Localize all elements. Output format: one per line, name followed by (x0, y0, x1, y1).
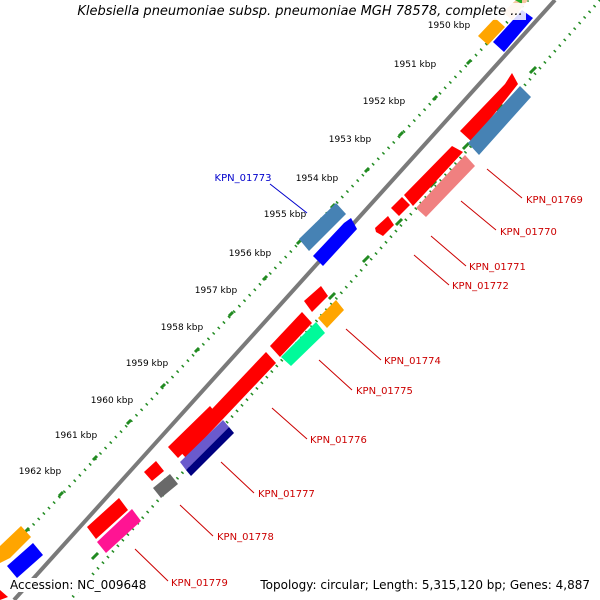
gene-label-kpn-01769[interactable]: KPN_01769 (526, 195, 583, 206)
inner-major-tick (90, 551, 100, 561)
tick-label-1958-kbp: 1958 kbp (161, 323, 204, 333)
cds-1962-orange[interactable] (0, 526, 31, 563)
leader-line-kpn-01775 (318, 359, 353, 391)
gene-label-kpn-01774[interactable]: KPN_01774 (384, 356, 441, 367)
cds-kpn-01779-pink[interactable] (97, 509, 141, 553)
cds-kpn-01771-red[interactable] (391, 197, 410, 216)
outer-tick-track (0, 0, 530, 562)
map-title: Klebsiella pneumoniae subsp. pneumoniae … (0, 3, 600, 20)
leader-line-kpn-01776 (271, 407, 308, 440)
tick-label-1957-kbp: 1957 kbp (195, 286, 238, 296)
gene-label-kpn-01776[interactable]: KPN_01776 (310, 435, 367, 446)
inner-major-tick (361, 254, 371, 264)
cds-kpn-01774-red[interactable] (304, 286, 328, 312)
tick-label-1959-kbp: 1959 kbp (126, 359, 169, 369)
cds-kpn-01775-springgreen[interactable] (281, 322, 325, 366)
topology-summary: Topology: circular; Length: 5,315,120 bp… (258, 578, 592, 592)
tick-label-1960-kbp: 1960 kbp (91, 396, 134, 406)
inner-major-tick (461, 141, 471, 151)
cds-1963-red[interactable] (0, 590, 8, 600)
cds-kpn-01772-red[interactable] (375, 216, 394, 236)
tick-label-1953-kbp: 1953 kbp (329, 135, 372, 145)
cds-1950-blue-top[interactable] (493, 10, 533, 52)
gene-label-kpn-01779[interactable]: KPN_01779 (171, 578, 228, 589)
outer-major-tick (227, 310, 235, 318)
tick-label-1951-kbp: 1951 kbp (394, 60, 437, 70)
accession-label: Accession: NC_009648 (8, 578, 149, 592)
gene-label-kpn-01775[interactable]: KPN_01775 (356, 386, 413, 397)
cds-kpn-01777-slateblue[interactable] (180, 420, 229, 470)
map-title-text: Klebsiella pneumoniae subsp. pneumoniae … (74, 3, 526, 20)
gene-label-kpn-01773[interactable]: KPN_01773 (215, 173, 272, 184)
outer-major-tick (431, 94, 439, 102)
cds-kpn-01777-red-a[interactable] (168, 406, 220, 458)
leader-line-kpn-01771 (430, 235, 467, 267)
outer-major-ticks (23, 58, 473, 534)
outer-major-tick (91, 454, 99, 462)
tick-label-1962-kbp: 1962 kbp (19, 467, 62, 477)
cds-1950-orange[interactable] (478, 18, 505, 45)
gene-label-kpn-01771[interactable]: KPN_01771 (469, 262, 526, 273)
gene-label-kpn-01778[interactable]: KPN_01778 (217, 532, 274, 543)
leader-line-kpn-01777 (220, 461, 255, 494)
gene-labels: KPN_01773 KPN_01769 KPN_01770 KPN_01771 KPN_… (134, 168, 583, 589)
inner-major-tick (394, 217, 404, 227)
genome-backbone (12, 0, 557, 600)
gene-label-kpn-01772[interactable]: KPN_01772 (452, 281, 509, 292)
cds-kpn-01778-red[interactable] (144, 461, 164, 481)
leader-line-kpn-01773 (269, 183, 308, 214)
leader-line-kpn-01774 (345, 328, 382, 361)
leader-line-kpn-01778 (179, 504, 214, 537)
inner-major-tick (327, 291, 337, 301)
outer-major-tick (159, 382, 167, 390)
leader-line-kpn-01772 (413, 254, 450, 286)
outer-major-tick (57, 490, 65, 498)
cds-kpn-01770-red[interactable] (404, 146, 463, 206)
cds-kpn-01773-steelblue[interactable] (299, 203, 346, 251)
reverse-genes (87, 73, 531, 553)
cds-kpn-01779-red[interactable] (87, 498, 128, 539)
cds-kpn-01769-steelblue[interactable] (468, 86, 531, 155)
outer-major-tick (125, 418, 133, 426)
cds-kpn-01769-red[interactable] (460, 73, 518, 142)
cds-kpn-01777-navy[interactable] (186, 427, 234, 476)
cds-kpn-01770-salmon[interactable] (416, 155, 475, 217)
tick-labels: 1950 kbp 1951 kbp 1952 kbp 1953 kbp 1954 kbp… (19, 21, 471, 477)
tick-label-1955-kbp: 1955 kbp (264, 210, 307, 220)
cds-kpn-01778-gray[interactable] (153, 474, 178, 498)
gene-label-kpn-01770[interactable]: KPN_01770 (500, 227, 557, 238)
cds-kpn-01775-red[interactable] (270, 312, 312, 357)
leader-line-kpn-01770 (460, 200, 497, 231)
outer-major-tick (295, 238, 303, 246)
tick-label-1954-kbp: 1954 kbp (296, 174, 339, 184)
tick-label-1952-kbp: 1952 kbp (363, 97, 406, 107)
outer-major-tick (465, 58, 473, 66)
outer-major-tick (397, 130, 405, 138)
gene-label-kpn-01777[interactable]: KPN_01777 (258, 489, 315, 500)
cds-kpn-01774-orange[interactable] (318, 300, 344, 328)
tick-label-1956-kbp: 1956 kbp (229, 249, 272, 259)
outer-major-tick (363, 166, 371, 174)
outer-major-tick (193, 346, 201, 354)
cds-kpn-01773-blue[interactable] (313, 218, 357, 266)
tick-label-1961-kbp: 1961 kbp (55, 431, 98, 441)
cds-1962-blue[interactable] (7, 543, 43, 578)
leader-line-kpn-01779 (134, 548, 169, 582)
tick-label-1950-kbp: 1950 kbp (428, 21, 471, 31)
outer-major-tick (261, 274, 269, 282)
forward-genes (0, 0, 533, 600)
leader-line-kpn-01769 (486, 168, 523, 199)
inner-major-tick (528, 65, 538, 75)
